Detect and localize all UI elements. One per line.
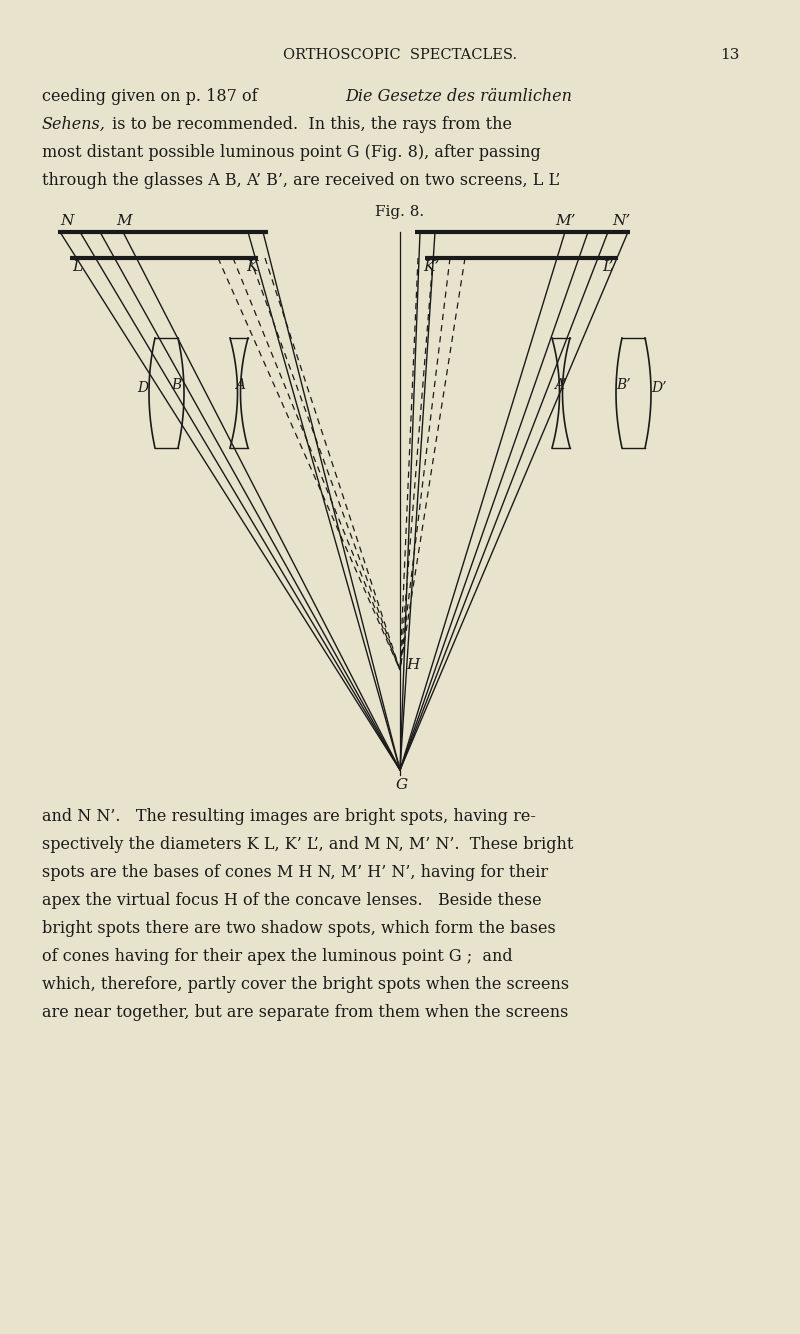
Text: of cones having for their apex the luminous point G ;  and: of cones having for their apex the lumin… — [42, 948, 513, 964]
Text: D’: D’ — [651, 382, 666, 395]
Text: N: N — [60, 213, 74, 228]
Text: A’: A’ — [554, 378, 566, 392]
Text: L’: L’ — [602, 260, 614, 273]
Text: are near together, but are separate from them when the screens: are near together, but are separate from… — [42, 1005, 568, 1021]
Text: M’: M’ — [555, 213, 575, 228]
Text: apex the virtual focus H of the concave lenses.   Beside these: apex the virtual focus H of the concave … — [42, 892, 542, 908]
Text: L: L — [72, 260, 82, 273]
Text: which, therefore, partly cover the bright spots when the screens: which, therefore, partly cover the brigh… — [42, 976, 569, 992]
Text: B: B — [171, 378, 181, 392]
Text: Die Gesetze des räumlichen: Die Gesetze des räumlichen — [345, 88, 572, 105]
Text: H: H — [406, 658, 419, 672]
Text: A: A — [235, 378, 245, 392]
Text: D: D — [138, 382, 149, 395]
Text: spectively the diameters K L, K’ L’, and M N, M’ N’.  These bright: spectively the diameters K L, K’ L’, and… — [42, 836, 574, 852]
Text: and N N’.   The resulting images are bright spots, having re-: and N N’. The resulting images are brigh… — [42, 808, 536, 824]
Text: Fig. 8.: Fig. 8. — [375, 205, 425, 219]
Text: B’: B’ — [617, 378, 631, 392]
Text: is to be recommended.  In this, the rays from the: is to be recommended. In this, the rays … — [107, 116, 512, 133]
Text: K: K — [246, 260, 258, 273]
Text: N’: N’ — [612, 213, 630, 228]
Text: 13: 13 — [721, 48, 740, 61]
Text: K’: K’ — [423, 260, 439, 273]
Text: ceeding given on p. 187 of: ceeding given on p. 187 of — [42, 88, 262, 105]
Text: Sehens,: Sehens, — [42, 116, 106, 133]
Text: through the glasses A B, A’ B’, are received on two screens, L L’: through the glasses A B, A’ B’, are rece… — [42, 172, 560, 189]
Text: most distant possible luminous point G (Fig. 8), after passing: most distant possible luminous point G (… — [42, 144, 541, 161]
Text: G: G — [396, 778, 408, 792]
Text: ORTHOSCOPIC  SPECTACLES.: ORTHOSCOPIC SPECTACLES. — [283, 48, 517, 61]
Text: M: M — [116, 213, 132, 228]
Text: bright spots there are two shadow spots, which form the bases: bright spots there are two shadow spots,… — [42, 920, 556, 936]
Text: spots are the bases of cones M H N, M’ H’ N’, having for their: spots are the bases of cones M H N, M’ H… — [42, 864, 548, 880]
